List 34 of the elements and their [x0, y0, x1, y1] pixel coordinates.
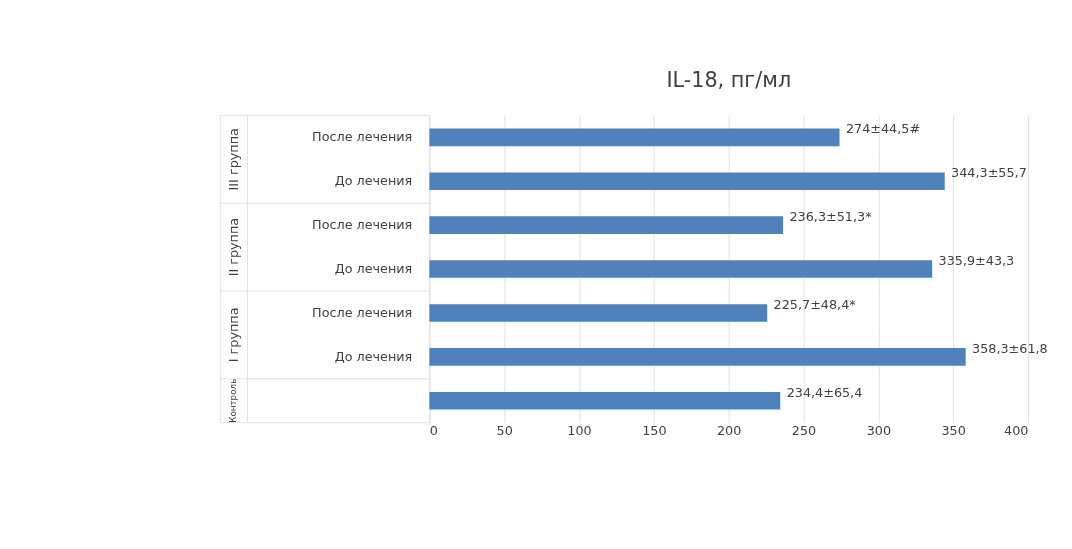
data-label: 236,3±51,3* [789, 209, 872, 225]
text: Контроль [228, 378, 239, 423]
y-tick-label: До лечения [334, 348, 413, 364]
data-label: 225,7±48,4* [773, 296, 856, 312]
x-tick-label: 0 [429, 423, 438, 439]
x-tick-label: 250 [791, 423, 817, 439]
x-tick-label: 100 [567, 423, 592, 439]
y-tick-label: После лечения [312, 217, 413, 233]
x-tick-label: 300 [866, 423, 892, 439]
data-label: 344,3±55,7 [951, 165, 1027, 181]
data-label: 358,3±61,8 [972, 340, 1048, 356]
x-tick-label: 50 [496, 423, 513, 439]
bar [429, 304, 768, 322]
text: III группа [225, 128, 241, 191]
bar [429, 391, 781, 410]
x-tick-label: 200 [716, 423, 742, 439]
bar [429, 128, 840, 147]
bar [429, 172, 945, 191]
data-label: 335,9±43,3 [938, 253, 1015, 269]
chart-title: IL-18, пг/мл [666, 68, 792, 93]
x-tick-label: 150 [642, 423, 667, 439]
bar [429, 348, 966, 366]
data-label: 234,4±65,4 [786, 384, 863, 400]
y-tick-label: После лечения [312, 129, 413, 145]
text: II группа [225, 217, 241, 277]
bar [429, 216, 784, 234]
text: I группа [225, 307, 241, 363]
x-tick-label: 400 [1004, 423, 1029, 439]
y-tick-label: До лечения [334, 173, 413, 189]
y-tick-label: После лечения [312, 304, 413, 320]
x-tick-label: 350 [941, 423, 966, 439]
data-label: 274±44,5# [845, 121, 921, 137]
bar [429, 260, 933, 278]
y-tick-label: До лечения [334, 261, 413, 277]
